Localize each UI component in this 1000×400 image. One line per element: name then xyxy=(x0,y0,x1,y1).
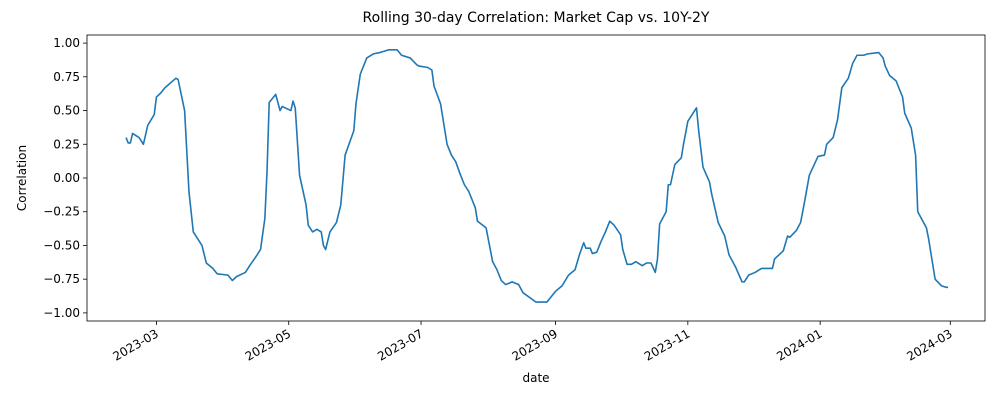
y-tick-label: 0.50 xyxy=(53,104,80,118)
line xyxy=(125,49,949,303)
x-tick-label: 2024-03 xyxy=(904,326,954,363)
y-tick-label: −0.75 xyxy=(43,272,80,286)
x-tick-label: 2023-11 xyxy=(642,326,692,363)
y-tick-label: 1.00 xyxy=(53,36,80,50)
y-axis-label: Correlation xyxy=(15,145,29,211)
chart-title: Rolling 30-day Correlation: Market Cap v… xyxy=(363,10,710,26)
y-tick-label: 0.00 xyxy=(53,171,80,185)
y-tick-label: −0.50 xyxy=(43,238,80,252)
y-tick-label: 0.25 xyxy=(53,137,80,151)
y-tick-label: −1.00 xyxy=(43,306,80,320)
y-tick-label: −0.25 xyxy=(43,205,80,219)
x-tick-label: 2023-05 xyxy=(243,326,293,363)
x-tick-label: 2023-07 xyxy=(375,326,425,363)
y-tick-label: 0.75 xyxy=(53,70,80,84)
x-tick-label: 2024-01 xyxy=(774,326,824,363)
plot-frame xyxy=(86,34,986,322)
x-tick-label: 2023-09 xyxy=(510,326,560,363)
x-axis-label: date xyxy=(522,371,549,385)
x-tick-label: 2023-03 xyxy=(110,326,160,363)
